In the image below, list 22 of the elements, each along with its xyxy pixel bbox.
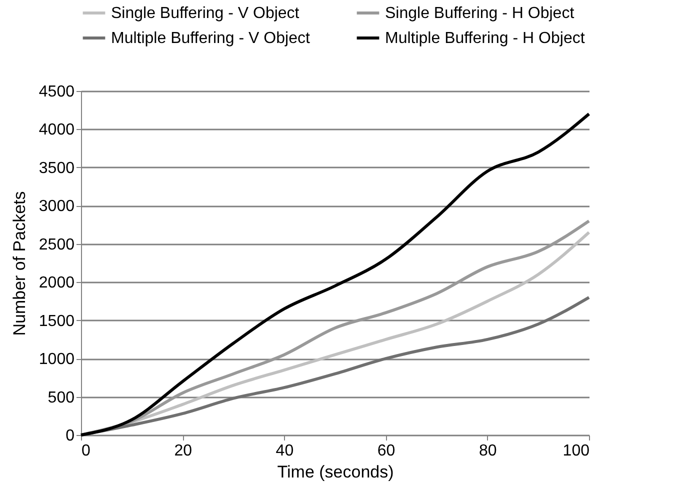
y-tick-label: 3000 <box>38 198 75 216</box>
x-tick-label: 20 <box>174 442 192 460</box>
y-tick-label: 3500 <box>38 160 75 177</box>
x-tick-label: 40 <box>276 442 294 460</box>
legend-label: Single Buffering - V Object <box>111 5 300 22</box>
y-tick-label: 2500 <box>38 236 75 254</box>
legend-label: Multiple Buffering - V Object <box>111 30 310 47</box>
y-tick-label: 4500 <box>38 84 75 100</box>
y-axis-title: Number of Packets <box>10 191 29 336</box>
legend-label: Multiple Buffering - H Object <box>385 30 586 47</box>
legend-label: Single Buffering - H Object <box>385 5 575 22</box>
x-tick-label: 100 <box>562 442 590 460</box>
x-tick-label: 80 <box>479 442 497 460</box>
x-axis-title: Time (seconds) <box>277 462 394 482</box>
x-tick-label: 60 <box>377 442 396 460</box>
y-tick-label: 1000 <box>38 351 75 368</box>
y-tick-label: 2000 <box>38 274 75 292</box>
y-tick-label: 500 <box>48 389 75 406</box>
y-tick-label: 4000 <box>38 122 75 139</box>
y-tick-label: 1500 <box>38 312 75 330</box>
x-tick-label: 0 <box>82 442 90 460</box>
y-tick-label: 0 <box>66 428 75 444</box>
